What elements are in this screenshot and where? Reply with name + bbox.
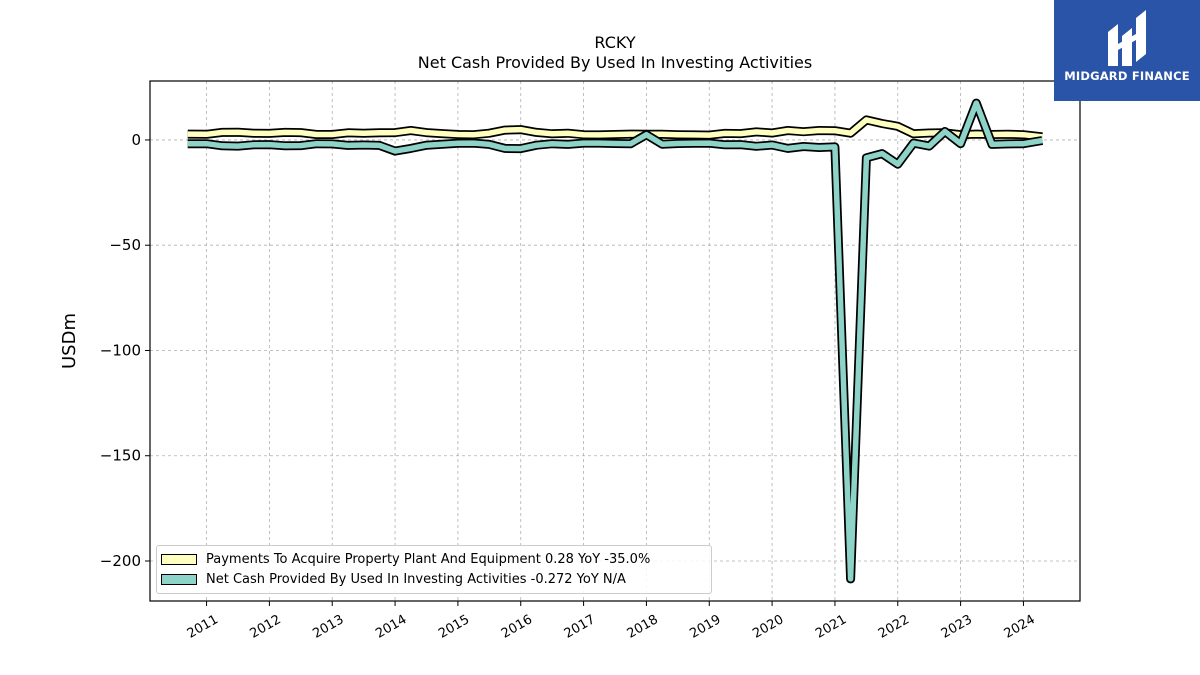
y-tick-label: −150 — [100, 447, 141, 465]
legend-swatch-capex — [161, 553, 197, 565]
y-tick-label: −200 — [100, 552, 141, 570]
y-tick-label: −100 — [100, 341, 141, 359]
chart-subtitle: Net Cash Provided By Used In Investing A… — [417, 53, 813, 72]
series-0 — [187, 115, 1043, 142]
y-axis: 0 −50 −100 −150 −200 — [100, 131, 150, 570]
series-line-outline — [187, 98, 1044, 584]
series-lines — [187, 98, 1044, 584]
y-axis-label: USDm — [59, 313, 80, 369]
x-tick-label: 2011 — [185, 612, 221, 642]
brand-logo: MIDGARD FINANCE — [1054, 0, 1200, 101]
x-tick-label: 2012 — [248, 612, 284, 642]
y-tick-label: −50 — [109, 236, 141, 254]
x-tick-label: 2016 — [499, 612, 535, 642]
logo-mark-icon — [1108, 10, 1146, 66]
chart-legend: Payments To Acquire Property Plant And E… — [156, 545, 712, 594]
x-tick-label: 2024 — [1002, 612, 1038, 642]
y-tick-label: 0 — [131, 131, 141, 149]
legend-item-capex: Payments To Acquire Property Plant And E… — [161, 550, 650, 568]
series-line — [187, 100, 1043, 582]
x-tick-label: 2015 — [436, 612, 472, 642]
series-line — [187, 117, 1043, 140]
legend-label-capex: Payments To Acquire Property Plant And E… — [206, 551, 651, 567]
x-tick-label: 2014 — [373, 612, 409, 642]
legend-item-investing: Net Cash Provided By Used In Investing A… — [161, 570, 626, 588]
x-tick-label: 2023 — [939, 612, 975, 642]
grid-lines — [150, 81, 1080, 601]
x-tick-label: 2013 — [310, 612, 346, 642]
x-tick-label: 2020 — [750, 612, 786, 642]
chart-title: RCKY — [594, 33, 636, 52]
legend-swatch-investing — [161, 573, 197, 585]
series-1 — [187, 98, 1044, 584]
plot-area — [149, 80, 1081, 602]
x-tick-label: 2017 — [562, 612, 598, 642]
x-tick-label: 2022 — [876, 612, 912, 642]
x-axis: 2011 2012 2013 2014 2015 2016 2017 2018 2019 2020… — [185, 601, 1038, 642]
x-tick-label: 2021 — [813, 612, 849, 642]
legend-label-investing: Net Cash Provided By Used In Investing A… — [206, 571, 626, 587]
logo-text: MIDGARD FINANCE — [1064, 69, 1190, 83]
x-tick-label: 2019 — [687, 612, 723, 642]
x-tick-label: 2018 — [625, 612, 661, 642]
